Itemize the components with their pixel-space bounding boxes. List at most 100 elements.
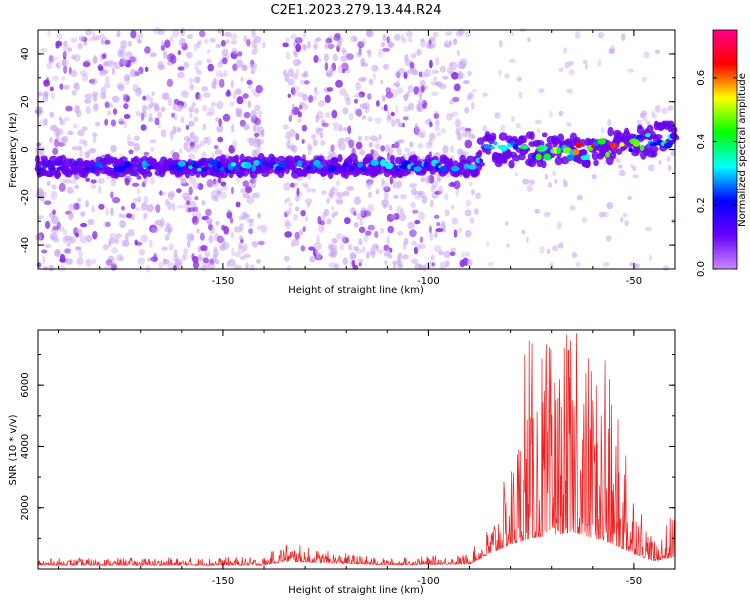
noise-blob [558,67,564,73]
noise-blob [173,265,177,271]
noise-blob [434,81,441,86]
ridge-hotspot [188,165,193,170]
noise-blob [235,88,242,95]
noise-blob [140,112,145,121]
noise-blob [292,90,297,97]
noise-blob [433,214,440,219]
noise-blob [191,144,200,153]
snr-x-label: Height of straight line (km) [288,585,424,596]
noise-blob [312,139,318,147]
noise-blob [411,188,417,196]
noise-blob [91,205,95,214]
noise-blob [450,181,454,186]
noise-blob [395,105,399,114]
noise-blob [110,179,117,187]
noise-blob [374,243,380,250]
noise-blob [209,225,216,235]
noise-blob [453,180,461,190]
noise-blob [539,246,545,254]
noise-blob [362,115,366,120]
noise-blob [160,39,164,47]
noise-blob [167,228,172,236]
ridge-hotspot [360,166,366,172]
ridge-hotspot [56,166,66,171]
noise-blob [365,181,373,187]
noise-blob [436,131,442,137]
noise-blob [67,242,71,247]
ridge-blob [511,154,521,162]
noise-blob [102,61,109,67]
noise-blob [37,215,44,220]
noise-blob [321,190,327,195]
ridge-hotspot [201,167,208,172]
noise-blob [133,70,142,76]
noise-blob [203,92,211,98]
ridge-hotspot [628,147,633,153]
noise-blob [172,202,176,212]
noise-blob [125,51,132,59]
noise-blob [260,224,268,234]
noise-blob [494,112,501,119]
noise-blob [453,229,458,238]
noise-blob [183,251,188,260]
noise-blob [341,47,346,54]
noise-blob [50,92,56,100]
noise-blob [455,118,461,128]
noise-blob [392,261,397,269]
noise-blob [371,64,379,72]
x-tick-label: -150 [212,276,235,287]
noise-blob [568,60,574,66]
ridge-blob [624,127,630,136]
noise-blob [300,245,306,252]
noise-blob [428,225,432,234]
noise-blob [500,124,506,133]
noise-blob [257,240,265,246]
noise-blob [160,129,167,138]
noise-blob [205,218,213,224]
noise-blob [124,232,129,242]
noise-blob [149,239,153,249]
noise-blob [301,124,307,132]
ridge-hotspot [297,160,303,167]
noise-blob [556,221,562,230]
ridge-hotspot [253,160,260,166]
ridge-hotspot [316,164,323,169]
noise-blob [256,145,262,155]
noise-blob [199,30,206,38]
colorbar-gradient [713,30,737,269]
noise-blob [217,61,224,68]
noise-blob [339,137,346,143]
noise-blob [393,213,400,220]
ridge-hotspot [493,141,498,146]
noise-blob [433,112,440,119]
noise-blob [349,251,356,260]
noise-blob [177,71,185,79]
noise-blob [216,190,222,195]
noise-blob [459,58,468,68]
snr-y-label: SNR (10 * v/v) [8,414,19,485]
noise-blob [330,144,335,153]
ridge-blob [584,160,591,168]
noise-blob [162,257,167,267]
noise-blob [215,220,220,226]
noise-blob [473,208,479,216]
ridge-hotspot [251,164,257,172]
noise-blob [115,237,119,245]
noise-blob [118,84,125,92]
noise-blob [206,179,214,188]
noise-blob [147,257,152,262]
noise-blob [329,188,333,197]
colorbar-frame [712,29,738,270]
noise-blob [424,68,432,78]
noise-blob [301,93,308,102]
noise-blob [58,116,62,121]
ridge-hotspot [117,165,126,173]
noise-blob [455,127,461,136]
noise-blob [362,245,366,254]
noise-blob [202,123,207,131]
ridge-hotspot [146,165,154,170]
noise-blob [110,191,114,199]
noise-blob [255,85,263,94]
noise-blob [364,135,370,141]
noise-blob [165,222,171,229]
